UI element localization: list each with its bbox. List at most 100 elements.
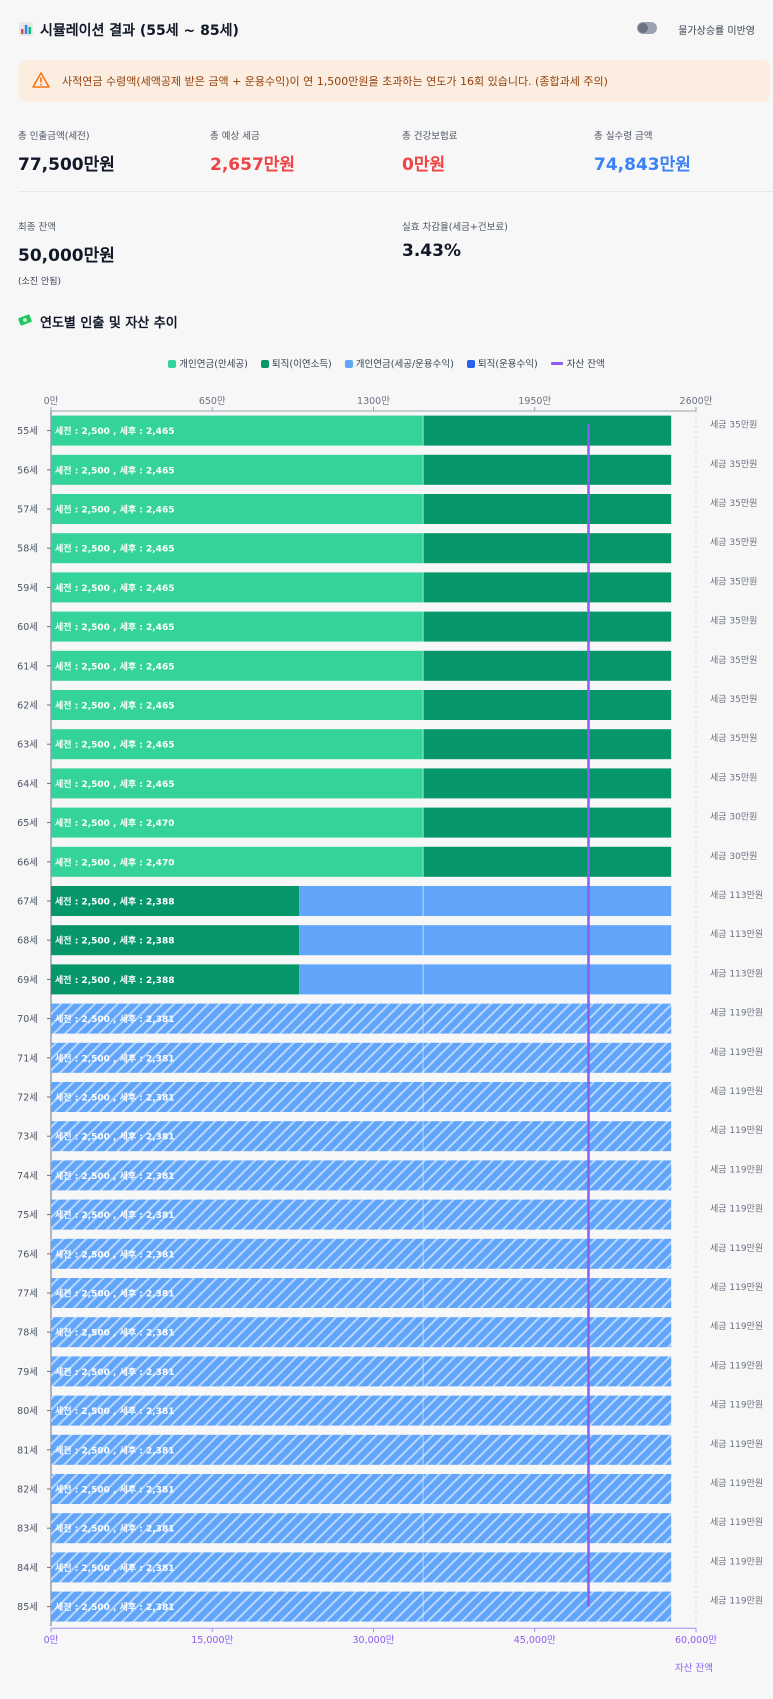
bar-data-label: 세전 : 2,500 , 세후 : 2,381	[55, 1013, 174, 1025]
tax-label: 세금 119만원	[710, 1596, 763, 1607]
legend-swatch	[344, 360, 353, 368]
bar-segment	[51, 1513, 672, 1544]
bottom-axis-tick-label: 60,000만	[675, 1635, 717, 1646]
bar-segment	[51, 1238, 672, 1269]
stat-final-balance: 최종 잔액 50,000만원 (소진 안됨)	[18, 219, 115, 287]
bar-segment	[423, 807, 672, 838]
inflation-toggle[interactable]	[637, 22, 657, 34]
tax-label: 세금 119만원	[710, 1125, 763, 1136]
bar-data-label: 세전 : 2,500 , 세후 : 2,465	[55, 425, 174, 437]
y-axis-tick-label: 58세	[17, 544, 38, 555]
bottom-axis-tick-label: 15,000만	[191, 1635, 233, 1646]
tax-label: 세금 30만원	[710, 851, 757, 862]
bar-segment	[51, 415, 424, 446]
bar-segment	[423, 494, 672, 524]
y-axis-tick-label: 62세	[17, 701, 38, 712]
stat-health-insurance: 총 건강보험료 0만원	[402, 128, 457, 175]
bar-segment	[51, 690, 424, 720]
bar-chart-icon	[19, 22, 33, 36]
bar-segment	[51, 1591, 672, 1622]
bar-segment	[51, 1082, 672, 1112]
stat-label: 총 인출금액(세전)	[18, 131, 90, 142]
tax-label: 세금 35만원	[710, 694, 757, 705]
bar-data-label: 세전 : 2,500 , 세후 : 2,381	[55, 1327, 174, 1339]
legend-label: 퇴직(운용수익)	[477, 359, 538, 370]
y-axis-tick-label: 78세	[17, 1328, 38, 1339]
bar-segment	[51, 533, 424, 564]
stat-label: 총 건강보험료	[402, 131, 458, 142]
divider	[18, 191, 773, 192]
bar-data-label: 세전 : 2,500 , 세후 : 2,381	[55, 1444, 174, 1456]
bar-segment	[51, 1474, 672, 1504]
legend-swatch	[168, 360, 177, 368]
legend-item[interactable]: 개인연금(안세공)	[168, 356, 248, 370]
bar-segment	[51, 611, 424, 642]
stat-value: 50,000만원	[18, 246, 115, 266]
y-axis-tick-label: 84세	[17, 1563, 38, 1574]
legend-item[interactable]: 퇴직(운용수익)	[466, 356, 538, 370]
bar-data-label: 세전 : 2,500 , 세후 : 2,381	[55, 1131, 174, 1143]
legend-item[interactable]: 퇴직(이연소득)	[260, 356, 332, 370]
tax-label: 세금 119만원	[710, 1086, 763, 1097]
warning-text: 사적연금 수령액(세액공제 받은 금액 + 운용수익)이 연 1,500만원을 …	[62, 75, 608, 88]
bar-segment	[51, 964, 300, 995]
bottom-axis-tick-label: 0만	[44, 1635, 59, 1646]
bar-data-label: 세전 : 2,500 , 세후 : 2,381	[55, 1523, 174, 1535]
bar-data-label: 세전 : 2,500 , 세후 : 2,381	[55, 1052, 174, 1064]
bar-segment	[423, 729, 672, 760]
stat-value: 74,843만원	[594, 155, 691, 175]
y-axis-tick-label: 79세	[17, 1367, 38, 1378]
tax-label: 세금 35만원	[710, 498, 757, 509]
bar-data-label: 세전 : 2,500 , 세후 : 2,465	[55, 778, 174, 790]
bar-segment	[51, 1278, 672, 1308]
tax-label: 세금 35만원	[710, 420, 757, 431]
y-axis-tick-label: 72세	[17, 1093, 38, 1104]
tax-label: 세금 35만원	[710, 655, 757, 666]
tax-label: 세금 119만원	[710, 1517, 763, 1528]
tax-label: 세금 119만원	[710, 1204, 763, 1215]
bar-segment	[423, 572, 672, 603]
y-axis-tick-label: 66세	[17, 857, 38, 868]
section-label: 연도별 인출 및 자산 추이	[40, 316, 178, 331]
legend-item[interactable]: 개인연금(세공/운용수익)	[344, 356, 454, 370]
tax-label: 세금 113만원	[710, 929, 763, 940]
bar-segment	[423, 650, 672, 681]
legend-label: 퇴직(이연소득)	[271, 359, 332, 370]
stat-total-withdrawal: 총 인출금액(세전) 77,500만원	[18, 128, 115, 175]
chart-legend: 개인연금(안세공) 퇴직(이연소득) 개인연금(세공/운용수익) 퇴직(운용수익…	[0, 356, 773, 370]
y-axis-tick-label: 55세	[17, 426, 38, 437]
top-axis-tick-label: 2600만	[680, 396, 713, 407]
y-axis-tick-label: 73세	[17, 1132, 38, 1143]
tax-label: 세금 119만원	[710, 1047, 763, 1058]
legend-label: 개인연금(세공/운용수익)	[355, 359, 454, 370]
legend-swatch	[550, 362, 563, 365]
bar-data-label: 세전 : 2,500 , 세후 : 2,465	[55, 582, 174, 594]
bar-segment	[423, 533, 672, 564]
bar-data-label: 세전 : 2,500 , 세후 : 2,465	[55, 504, 174, 516]
stat-value: 0만원	[402, 155, 446, 175]
bar-data-label: 세전 : 2,500 , 세후 : 2,465	[55, 700, 174, 712]
y-axis-tick-label: 81세	[17, 1445, 38, 1456]
bar-data-label: 세전 : 2,500 , 세후 : 2,381	[55, 1366, 174, 1378]
tax-label: 세금 35만원	[710, 616, 757, 627]
legend-item[interactable]: 자산 잔액	[550, 356, 605, 370]
stat-value: 3.43%	[402, 241, 461, 261]
y-axis-tick-label: 75세	[17, 1210, 38, 1221]
bar-segment	[51, 1160, 672, 1191]
y-axis-tick-label: 64세	[17, 779, 38, 790]
bar-segment	[423, 611, 672, 642]
bar-segment	[51, 768, 424, 799]
tax-label: 세금 119만원	[710, 1556, 763, 1567]
bar-data-label: 세전 : 2,500 , 세후 : 2,465	[55, 660, 174, 672]
bottom-axis-tick-label: 45,000만	[514, 1635, 556, 1646]
bar-segment	[423, 846, 672, 877]
tax-label: 세금 119만원	[710, 1478, 763, 1489]
stat-label: 실효 차감율(세금+건보료)	[402, 222, 508, 233]
bar-segment	[299, 964, 672, 995]
y-axis-tick-label: 67세	[17, 897, 38, 908]
bar-segment	[51, 1121, 672, 1152]
bar-segment	[51, 494, 424, 524]
tax-label: 세금 113만원	[710, 890, 763, 901]
y-axis-tick-label: 85세	[17, 1602, 38, 1613]
